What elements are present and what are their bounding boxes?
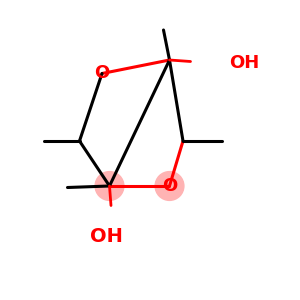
Text: OH: OH [90, 227, 123, 247]
Text: O: O [94, 64, 110, 82]
Circle shape [95, 172, 124, 200]
Text: O: O [162, 177, 177, 195]
Circle shape [155, 172, 184, 200]
Text: OH: OH [230, 54, 260, 72]
